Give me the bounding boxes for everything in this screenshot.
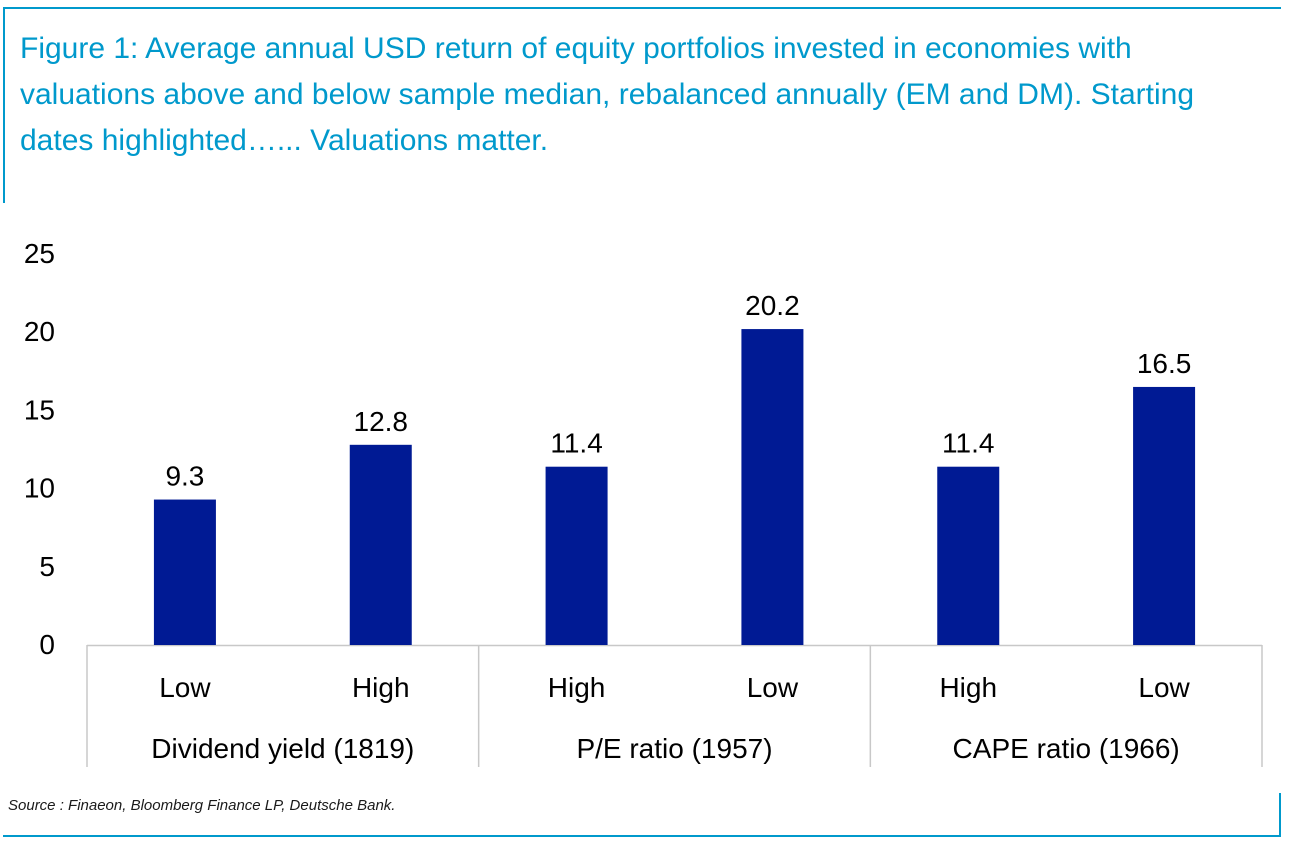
data-label: 12.8 [354, 406, 409, 437]
bar [153, 499, 216, 645]
bar [937, 466, 1000, 645]
category-label: Low [1138, 672, 1190, 703]
frame-left-border [3, 7, 5, 203]
data-label: 11.4 [550, 428, 602, 459]
group-label: P/E ratio (1957) [576, 733, 772, 764]
source-note: Source : Finaeon, Bloomberg Finance LP, … [8, 797, 396, 814]
category-label: High [352, 672, 410, 703]
data-label: 20.2 [745, 290, 800, 321]
y-tick-label: 0 [39, 629, 55, 660]
group-label: CAPE ratio (1966) [953, 733, 1180, 764]
bar [1133, 386, 1196, 645]
group-label: Dividend yield (1819) [151, 733, 414, 764]
y-tick-label: 25 [24, 238, 55, 269]
y-tick-label: 15 [24, 394, 55, 425]
data-label: 11.4 [942, 428, 994, 459]
category-label: High [939, 672, 997, 703]
frame-top-border [3, 7, 1281, 9]
data-label: 9.3 [165, 461, 204, 492]
frame-right-border [1279, 793, 1281, 837]
chart-title: Figure 1: Average annual USD return of e… [20, 32, 1194, 157]
bar [349, 444, 412, 645]
y-tick-label: 20 [24, 316, 55, 347]
y-tick-label: 10 [24, 473, 55, 504]
frame-bottom-border [3, 835, 1281, 837]
category-label: High [548, 672, 606, 703]
category-label: Low [159, 672, 211, 703]
bar [545, 466, 608, 645]
bar-chart: 0 5 10 15 20 25 9.3 Low 12.8 High Dividend yield (… [24, 238, 1263, 767]
bar [741, 329, 804, 645]
category-label: Low [747, 672, 799, 703]
data-label: 16.5 [1137, 348, 1192, 379]
y-tick-label: 5 [39, 551, 55, 582]
